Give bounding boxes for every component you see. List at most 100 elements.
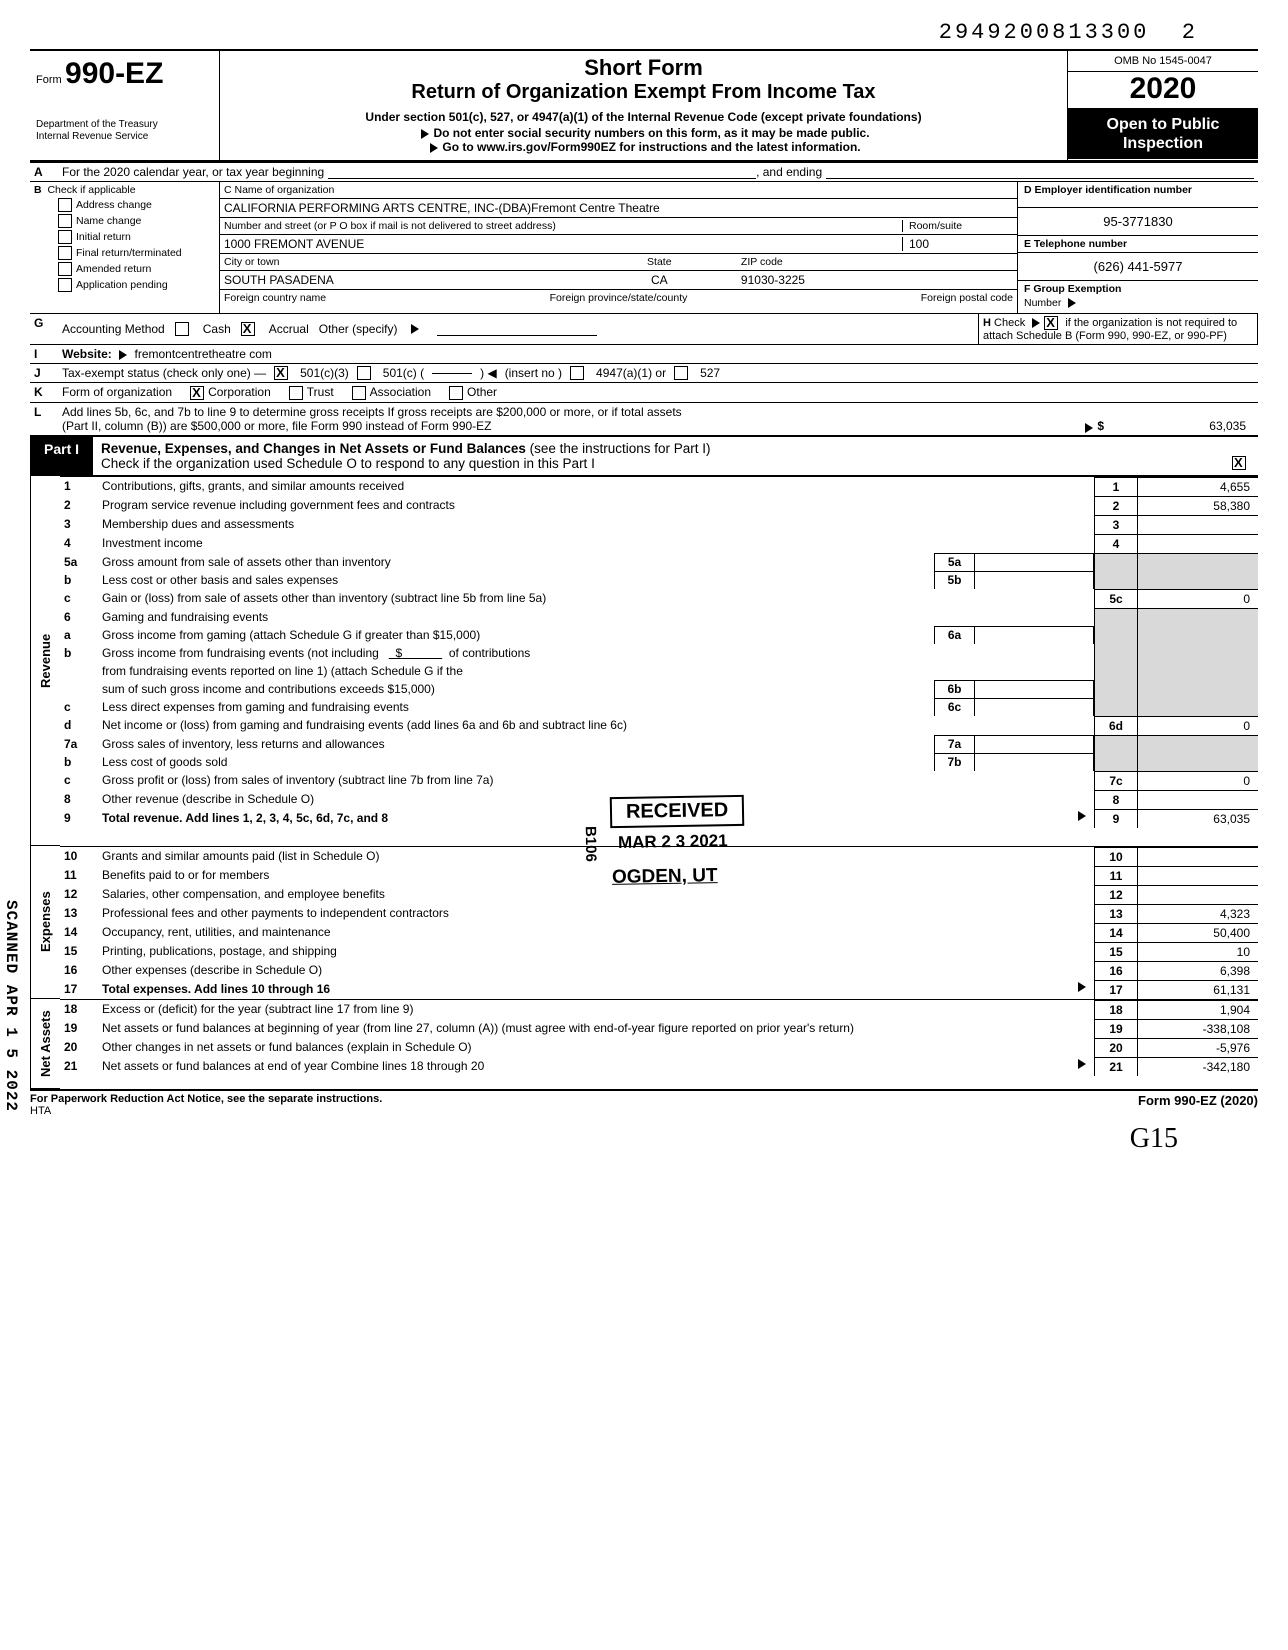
schedule-o-check-label: Check if the organization used Schedule … — [101, 456, 595, 471]
row-a: A For the 2020 calendar year, or tax yea… — [30, 162, 1258, 181]
form-header: Form 990-EZ Department of the Treasury I… — [30, 49, 1258, 162]
received-stamp: RECEIVED — [610, 795, 745, 828]
title-ssn: Do not enter social security numbers on … — [433, 126, 869, 140]
line-17-val: 61,131 — [1138, 980, 1258, 999]
open-public-2: Inspection — [1072, 134, 1254, 153]
application-pending-checkbox[interactable] — [58, 278, 72, 292]
line-6c-num: c — [60, 698, 98, 716]
line-21-num: 21 — [60, 1057, 98, 1076]
line-17-num: 17 — [60, 980, 98, 999]
line-5c-desc: Gain or (loss) from sale of assets other… — [98, 589, 1094, 608]
city-value: SOUTH PASADENA — [224, 273, 578, 287]
line-14-num: 14 — [60, 923, 98, 942]
line-13-val: 4,323 — [1138, 904, 1258, 923]
row-j-letter: J — [30, 364, 58, 382]
line-7c-desc: Gross profit or (loss) from sales of inv… — [98, 771, 1094, 790]
line-6b-ibval[interactable] — [974, 680, 1094, 698]
other-org-checkbox[interactable] — [449, 386, 463, 400]
line-7a-ibval[interactable] — [974, 735, 1094, 753]
501c-insert-field[interactable] — [432, 373, 472, 374]
line-5a-grey — [1094, 553, 1138, 571]
line-9-rn: 9 — [1094, 809, 1138, 828]
ein-label: D Employer identification number — [1024, 184, 1192, 196]
revenue-side-label: Revenue — [30, 476, 60, 846]
line-6b-greyval1 — [1138, 644, 1258, 662]
corporation-checkbox[interactable] — [190, 386, 204, 400]
net-assets-side-label: Net Assets — [30, 999, 60, 1089]
501c-checkbox[interactable] — [357, 366, 371, 380]
org-name-label: C Name of organization — [220, 182, 1017, 199]
line-5b-grey — [1094, 571, 1138, 589]
paperwork-notice: For Paperwork Reduction Act Notice, see … — [30, 1093, 382, 1105]
cash-checkbox[interactable] — [175, 322, 189, 336]
page-footer: For Paperwork Reduction Act Notice, see … — [30, 1089, 1258, 1117]
accrual-label: Accrual — [269, 322, 309, 336]
501c3-checkbox[interactable] — [274, 366, 288, 380]
line-7c-val: 0 — [1138, 771, 1258, 790]
other-method-field[interactable] — [437, 322, 597, 336]
line-6b-greyval2 — [1138, 662, 1258, 680]
amended-return-label: Amended return — [76, 263, 151, 275]
street-value: 1000 FREMONT AVENUE — [224, 237, 903, 251]
address-change-checkbox[interactable] — [58, 198, 72, 212]
line-1-rn: 1 — [1094, 477, 1138, 496]
row-h-letter: H — [983, 317, 991, 329]
line-17-rn: 17 — [1094, 980, 1138, 999]
line-10-num: 10 — [60, 847, 98, 866]
part-1-title-rest: (see the instructions for Part I) — [526, 441, 711, 456]
line-5a-ibval[interactable] — [974, 553, 1094, 571]
row-a-mid: , and ending — [756, 165, 822, 179]
tax-year-end-field[interactable] — [826, 165, 1254, 179]
trust-label: Trust — [307, 385, 334, 399]
line-6c-ibval[interactable] — [974, 698, 1094, 716]
line-16-num: 16 — [60, 961, 98, 980]
line-13-desc: Professional fees and other payments to … — [98, 904, 1094, 923]
line-13-num: 13 — [60, 904, 98, 923]
section-def: D Employer identification number 95-3771… — [1018, 182, 1258, 313]
line-6a-ibval[interactable] — [974, 626, 1094, 644]
org-name: CALIFORNIA PERFORMING ARTS CENTRE, INC-(… — [220, 199, 1017, 218]
line-10-val — [1138, 847, 1258, 866]
association-checkbox[interactable] — [352, 386, 366, 400]
line-3-rn: 3 — [1094, 515, 1138, 534]
tax-year-begin-field[interactable] — [328, 165, 756, 179]
name-change-checkbox[interactable] — [58, 214, 72, 228]
schedule-o-checkbox[interactable] — [1232, 456, 1246, 470]
line-7c-num: c — [60, 771, 98, 790]
line-5c-rn: 5c — [1094, 589, 1138, 608]
amended-return-checkbox[interactable] — [58, 262, 72, 276]
line-6d-num: d — [60, 716, 98, 735]
line-7b-ib: 7b — [934, 753, 974, 771]
line-5a-greyval — [1138, 553, 1258, 571]
dept-line2: Internal Revenue Service — [36, 131, 213, 143]
527-checkbox[interactable] — [674, 366, 688, 380]
title-main: Return of Organization Exempt From Incom… — [228, 81, 1059, 104]
line-20-rn: 20 — [1094, 1038, 1138, 1057]
line-5b-ib: 5b — [934, 571, 974, 589]
line-2-rn: 2 — [1094, 496, 1138, 515]
form-of-org-label: Form of organization — [62, 385, 172, 399]
line-5b-ibval[interactable] — [974, 571, 1094, 589]
row-l-text1: Add lines 5b, 6c, and 7b to line 9 to de… — [62, 405, 1254, 419]
accrual-checkbox[interactable] — [241, 322, 255, 336]
line-7a-desc: Gross sales of inventory, less returns a… — [98, 735, 934, 753]
4947-checkbox[interactable] — [570, 366, 584, 380]
line-13-rn: 13 — [1094, 904, 1138, 923]
501c3-label: 501(c)(3) — [300, 366, 349, 380]
expenses-side-label: Expenses — [30, 846, 60, 999]
state-label: State — [578, 256, 741, 268]
line-6b-d2: from fundraising events reported on line… — [98, 662, 1094, 680]
other-org-label: Other — [467, 385, 497, 399]
trust-checkbox[interactable] — [289, 386, 303, 400]
line-7b-ibval[interactable] — [974, 753, 1094, 771]
state-value: CA — [578, 273, 741, 287]
foreign-prov-label: Foreign province/state/county — [487, 292, 750, 304]
final-return-checkbox[interactable] — [58, 246, 72, 260]
row-k-letter: K — [30, 383, 58, 402]
schedule-b-checkbox[interactable] — [1044, 316, 1058, 330]
line-6b-grey1 — [1094, 644, 1138, 662]
street-label: Number and street (or P O box if mail is… — [224, 220, 903, 232]
title-under: Under section 501(c), 527, or 4947(a)(1)… — [228, 110, 1059, 124]
line-8-num: 8 — [60, 790, 98, 809]
initial-return-checkbox[interactable] — [58, 230, 72, 244]
